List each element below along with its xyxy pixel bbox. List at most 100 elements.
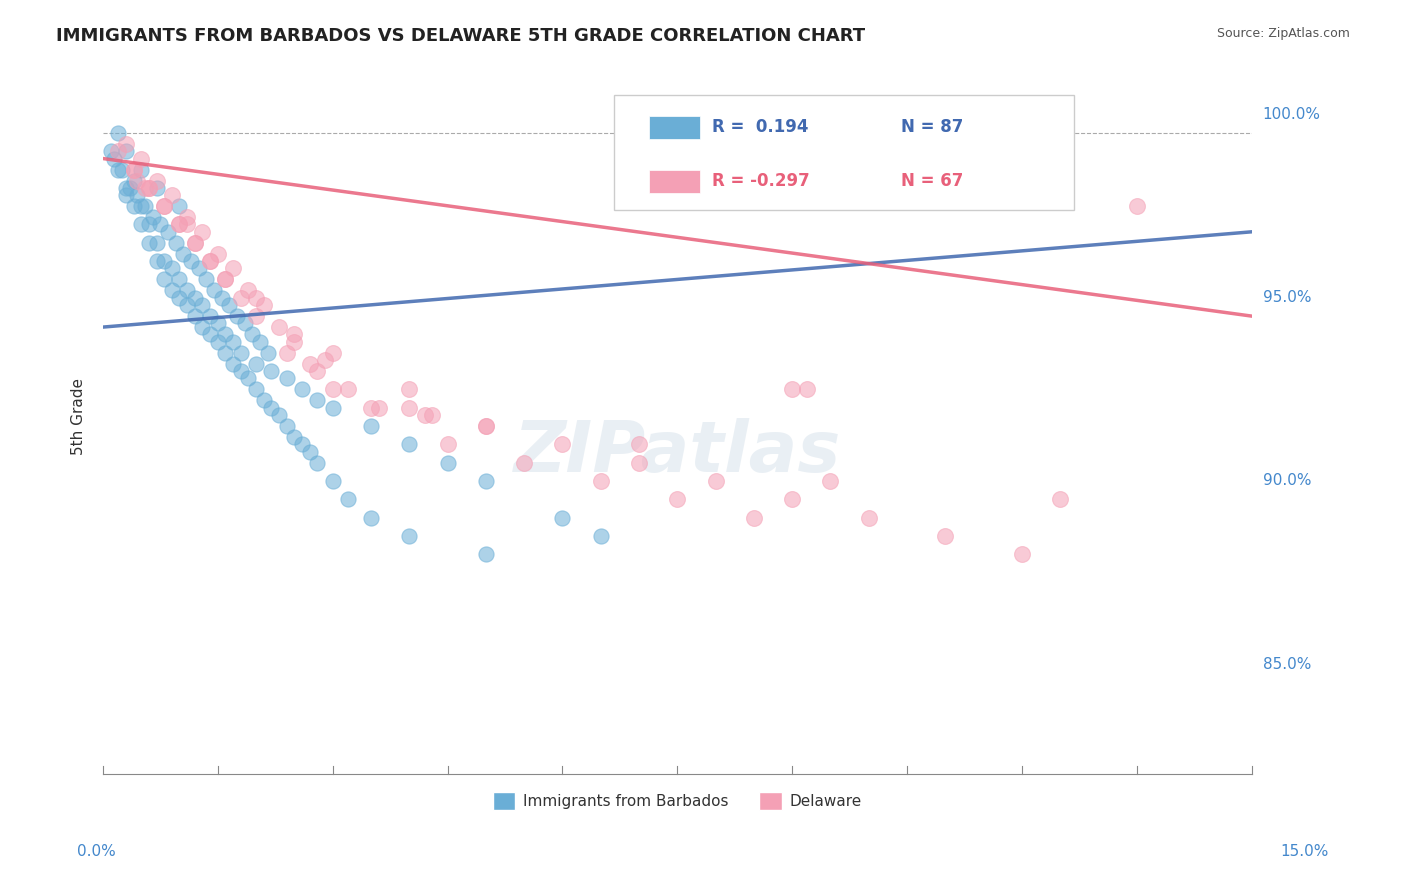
Text: ZIPatlas: ZIPatlas [513,418,841,487]
Point [314,353,336,368]
Point [145,254,167,268]
Point [122,162,145,177]
Point [184,235,207,250]
Point [165,235,187,250]
Text: Source: ZipAtlas.com: Source: ZipAtlas.com [1216,27,1350,40]
Point [360,510,382,524]
Text: R = -0.297: R = -0.297 [711,172,810,190]
Point [107,145,129,159]
Point [238,371,260,385]
Point [267,320,290,334]
Point [229,291,252,305]
Point [176,210,198,224]
Text: 100.0%: 100.0% [1263,107,1320,122]
Point [627,437,650,451]
Point [138,181,160,195]
Point [142,210,165,224]
Point [184,291,207,305]
Point [169,291,191,305]
Point [211,291,233,305]
Point [858,510,880,524]
Point [360,401,382,415]
Point [198,254,221,268]
Point [222,357,245,371]
Point [129,162,152,177]
Point [191,298,214,312]
Point [214,327,236,342]
Text: 15.0%: 15.0% [1281,845,1329,859]
Point [283,334,305,349]
Point [191,225,214,239]
Point [283,327,305,342]
Point [187,261,209,276]
Point [184,235,207,250]
Point [398,401,420,415]
Point [176,218,198,232]
Point [1125,199,1147,213]
Point [169,272,191,286]
Text: 95.0%: 95.0% [1263,290,1312,305]
Point [298,357,321,371]
Point [229,364,252,378]
Point [222,334,245,349]
Point [122,173,145,187]
Point [184,309,207,323]
Point [160,188,183,202]
Point [207,317,229,331]
Point [475,419,498,434]
Point [398,383,420,397]
Point [336,492,359,507]
Point [360,419,382,434]
Bar [648,116,700,139]
Text: N = 67: N = 67 [901,172,963,190]
Point [820,474,842,488]
Point [169,218,191,232]
Point [176,284,198,298]
Bar [648,169,700,193]
Text: R =  0.194: R = 0.194 [711,119,808,136]
Point [134,199,156,213]
Point [191,320,214,334]
Point [627,456,650,470]
Point [145,235,167,250]
Point [589,474,612,488]
Point [307,393,329,408]
Point [145,181,167,195]
Point [153,272,176,286]
Point [107,126,129,140]
Point [291,383,314,397]
Point [796,383,818,397]
Point [138,218,160,232]
Point [118,181,141,195]
Point [307,456,329,470]
Legend: Immigrants from Barbados, Delaware: Immigrants from Barbados, Delaware [486,786,868,816]
Point [153,199,176,213]
Point [704,474,727,488]
Point [276,345,298,359]
Point [233,317,256,331]
Point [145,173,167,187]
Point [276,371,298,385]
Point [198,254,221,268]
Point [256,345,278,359]
Point [245,309,267,323]
Point [283,430,305,444]
Point [138,181,160,195]
Point [169,218,191,232]
Point [398,437,420,451]
Point [420,408,443,422]
Point [160,261,183,276]
Point [176,298,198,312]
Point [666,492,689,507]
Text: IMMIGRANTS FROM BARBADOS VS DELAWARE 5TH GRADE CORRELATION CHART: IMMIGRANTS FROM BARBADOS VS DELAWARE 5TH… [56,27,865,45]
Point [260,401,283,415]
Point [180,254,202,268]
Point [115,145,138,159]
Point [245,357,267,371]
Point [198,327,221,342]
Point [291,437,314,451]
Point [229,345,252,359]
Point [214,272,236,286]
Point [475,547,498,561]
Point [122,199,145,213]
